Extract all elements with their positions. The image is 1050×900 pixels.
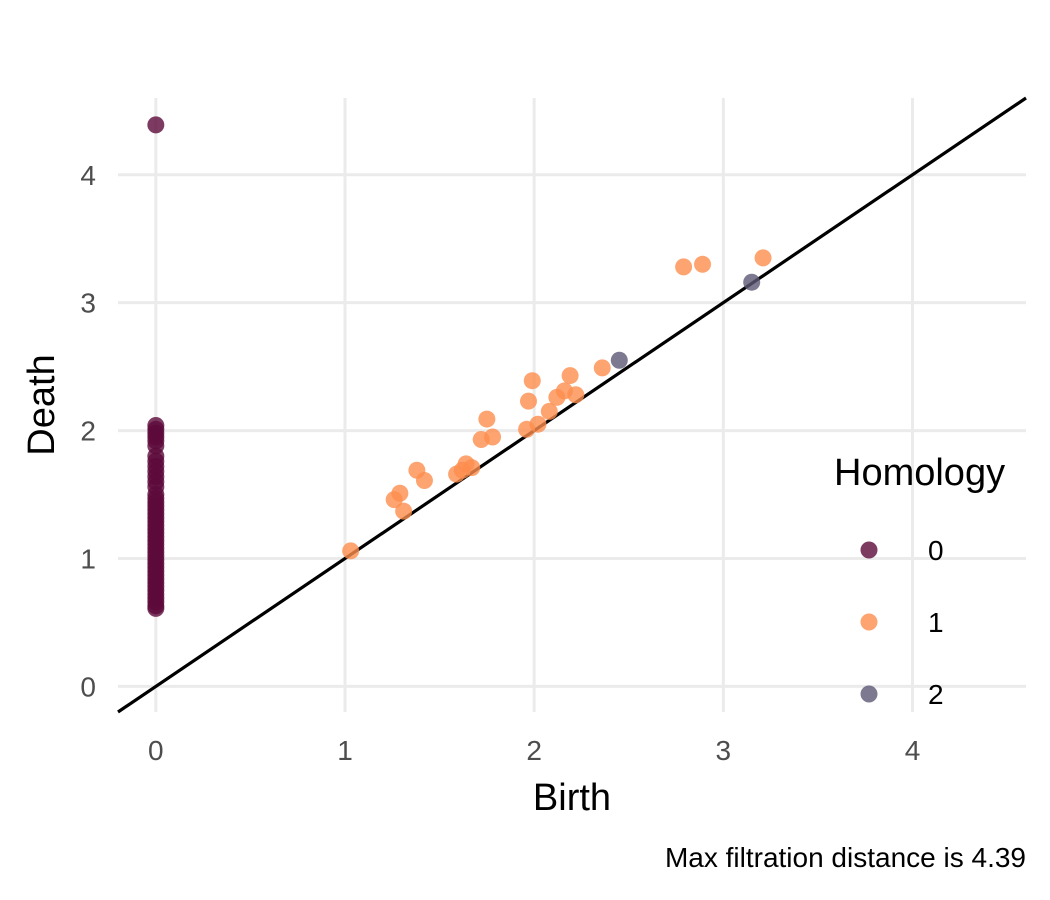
x-axis-title: Birth (533, 777, 611, 819)
diagonal-layer (117, 96, 1027, 714)
point-h1-25 (754, 249, 772, 267)
point-h1-16 (529, 415, 547, 433)
legend-key-1 (860, 613, 878, 631)
point-h1-21 (567, 386, 585, 404)
point-h1-3 (395, 502, 413, 520)
point-h0-0 (147, 116, 165, 134)
legend-items: 0 1 2 (860, 535, 944, 710)
diagonal-line (117, 96, 1027, 714)
x-tick-label-3: 3 (716, 735, 732, 766)
y-tick-label-1: 1 (80, 544, 96, 575)
point-h1-24 (694, 255, 712, 273)
point-h1-14 (519, 392, 537, 410)
y-tick-label-2: 2 (80, 416, 96, 447)
point-h1-12 (484, 428, 502, 446)
y-tick-label-0: 0 (80, 671, 96, 702)
legend-label-1: 1 (928, 607, 944, 638)
point-h1-0 (342, 542, 360, 560)
x-tick-label-4: 4 (905, 735, 921, 766)
points-layer (147, 116, 772, 617)
legend-label-0: 0 (928, 535, 944, 566)
point-h1-11 (478, 410, 496, 428)
y-tick-labels: 0 1 2 3 4 (80, 160, 96, 703)
x-tick-label-1: 1 (337, 735, 353, 766)
legend-title: Homology (834, 452, 1005, 494)
legend-key-2 (860, 685, 878, 703)
caption: Max filtration distance is 4.39 (665, 842, 1026, 873)
point-h1-22 (593, 359, 611, 377)
legend-key-0 (860, 541, 878, 559)
point-h1-15 (523, 372, 541, 390)
x-tick-label-2: 2 (526, 735, 542, 766)
point-h2-1 (743, 273, 761, 291)
point-h0-44 (147, 599, 165, 617)
point-h1-2 (391, 484, 409, 502)
point-h1-23 (675, 258, 693, 276)
x-tick-labels: 0 1 2 3 4 (148, 735, 920, 766)
legend: Homology 0 1 2 (834, 452, 1005, 710)
point-h1-17 (540, 402, 558, 420)
y-tick-label-3: 3 (80, 288, 96, 319)
point-h1-9 (463, 459, 481, 477)
y-axis-title: Death (21, 354, 63, 455)
point-h1-5 (415, 471, 433, 489)
point-h1-20 (561, 367, 579, 385)
x-tick-label-0: 0 (148, 735, 164, 766)
point-h2-0 (610, 351, 628, 369)
legend-label-2: 2 (928, 679, 944, 710)
grid-layer (118, 98, 1026, 712)
y-tick-label-4: 4 (80, 160, 96, 191)
